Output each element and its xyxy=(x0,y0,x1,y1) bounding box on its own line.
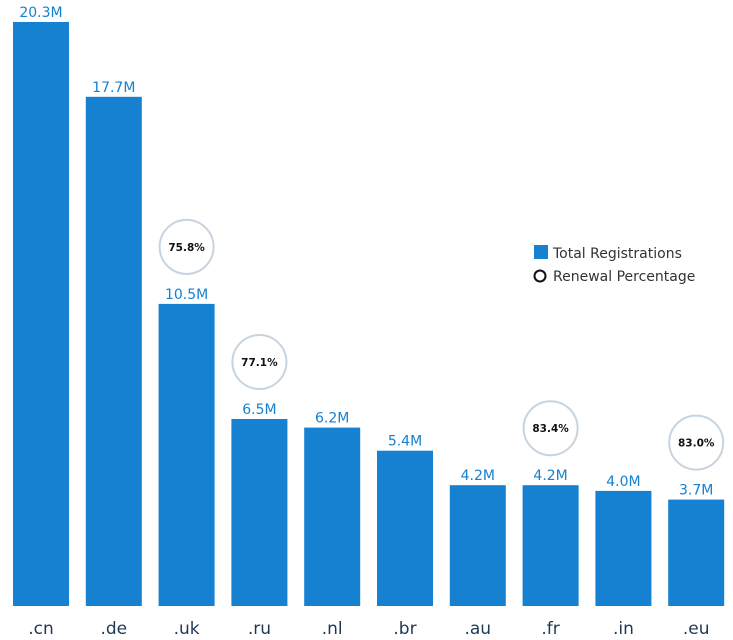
value-label-br: 5.4M xyxy=(388,434,422,450)
renewal-label-fr: 83.4% xyxy=(532,423,569,435)
bar-in xyxy=(595,490,652,606)
bar-uk xyxy=(158,303,215,606)
bar-nl xyxy=(304,427,361,606)
category-label-in: .in xyxy=(613,619,634,639)
bar-au xyxy=(449,485,506,606)
category-label-de: .de xyxy=(100,619,127,639)
value-label-nl: 6.2M xyxy=(315,411,349,427)
legend-label-total-registrations: Total Registrations xyxy=(552,246,682,262)
bar-fr xyxy=(522,485,579,606)
bars-layer xyxy=(13,22,725,607)
value-label-fr: 4.2M xyxy=(533,468,567,484)
category-label-nl: .nl xyxy=(322,619,343,639)
category-label-br: .br xyxy=(393,619,416,639)
renewal-circles-layer: 75.8% 77.1% 83.4% 83.0% xyxy=(158,218,725,471)
category-label-uk: .uk xyxy=(174,619,200,639)
renewal-label-eu: 83.0% xyxy=(678,438,715,450)
renewal-label-uk: 75.8% xyxy=(168,242,205,254)
value-label-au: 4.2M xyxy=(461,468,495,484)
value-label-eu: 3.7M xyxy=(679,483,713,499)
renewal-label-ru: 77.1% xyxy=(241,357,278,369)
legend-label-renewal-percentage: Renewal Percentage xyxy=(553,269,695,285)
legend-swatch-total-registrations xyxy=(534,245,548,259)
bar-cn xyxy=(13,22,69,606)
category-label-eu: .eu xyxy=(683,619,710,639)
value-label-ru: 6.5M xyxy=(242,402,276,418)
renewal-circle-ru xyxy=(231,334,288,390)
category-label-fr: .fr xyxy=(541,619,559,639)
category-label-cn: .cn xyxy=(28,619,54,639)
legend: Total Registrations Renewal Percentage xyxy=(533,245,695,285)
value-label-cn: 20.3M xyxy=(19,5,62,21)
value-label-in: 4.0M xyxy=(606,474,640,490)
renewal-circle-uk xyxy=(158,218,215,275)
category-label-au: .au xyxy=(464,619,491,639)
category-label-ru: .ru xyxy=(248,619,271,639)
bar-br xyxy=(377,450,433,606)
renewal-circle-fr xyxy=(522,400,579,457)
legend-swatch-renewal-percentage xyxy=(533,269,547,283)
bar-de xyxy=(85,96,142,607)
value-label-de: 17.7M xyxy=(92,80,135,96)
value-label-uk: 10.5M xyxy=(165,287,208,303)
renewal-circle-eu xyxy=(668,414,725,471)
bar-ru xyxy=(231,419,288,606)
labels-layer: 20.3M .cn 17.7M .de 10.5M .uk 6.5M .ru 6.2M .nl 5.… xyxy=(19,5,713,639)
bar-eu xyxy=(668,499,725,606)
